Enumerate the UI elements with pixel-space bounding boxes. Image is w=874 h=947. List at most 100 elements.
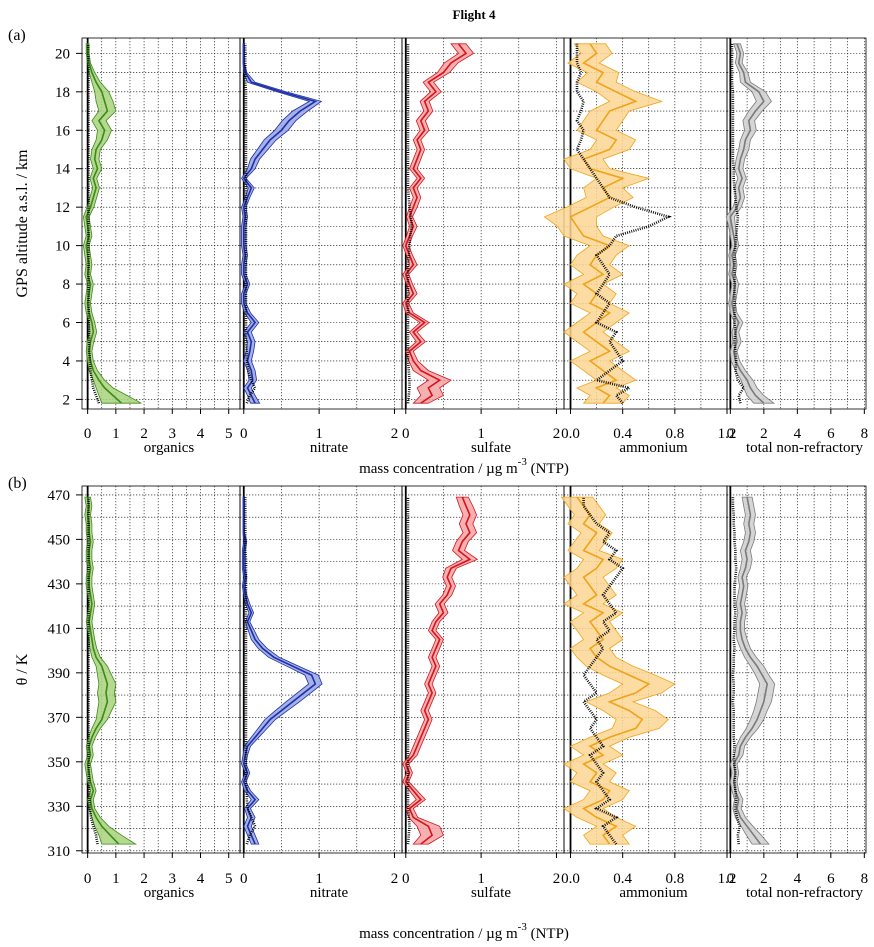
x-tick-label: 4 — [197, 426, 205, 442]
figure-title: Flight 4 — [453, 7, 496, 22]
x-tick-label: 6 — [827, 426, 835, 442]
subplot-ammonium: 0.0 0.4 0.8 1.2 ammonium — [543, 37, 736, 456]
x-tick-label: 3 — [169, 426, 177, 442]
x-tick-label: 0.8 — [665, 871, 684, 887]
series-line — [242, 497, 317, 845]
reference-line — [244, 497, 257, 845]
series-line — [85, 43, 123, 404]
series-line — [404, 43, 468, 404]
series-line — [404, 496, 472, 845]
series-band — [543, 43, 664, 404]
species-label: nitrate — [310, 885, 349, 901]
species-label: sulfate — [471, 440, 511, 456]
subplot-organics: 0 1 2 3 4 5 organics — [81, 485, 241, 901]
x-tick-label: 0 — [402, 426, 410, 442]
series-line — [576, 496, 651, 845]
reference-line — [581, 497, 625, 845]
y-tick-label: 470 — [48, 488, 71, 504]
subplot-frame — [239, 485, 403, 854]
x-tick-label: 3 — [169, 871, 177, 887]
y-tick-label: 20 — [55, 46, 70, 62]
x-axis-label-main: mass concentration / µg m — [359, 461, 518, 477]
reference-line — [406, 43, 414, 404]
x-axis-label-main: mass concentration / µg m — [359, 926, 518, 942]
x-tick-label: 0.8 — [665, 426, 684, 442]
species-label: nitrate — [310, 440, 349, 456]
subplot-sulfate: 0 1 2 sulfate — [401, 485, 565, 901]
x-axis-label: mass concentration / µg m-3 (NTP) — [359, 456, 569, 477]
series-band — [729, 496, 776, 845]
panel-letter: (b) — [8, 475, 27, 492]
series-band — [725, 43, 776, 404]
reference-line — [86, 43, 101, 404]
series-band — [241, 496, 323, 845]
subplot-nitrate: 0 1 2 nitrate — [239, 37, 403, 456]
subplot-frame — [726, 485, 867, 854]
y-tick-label: 310 — [48, 844, 71, 860]
x-axis-label-suffix: (NTP) — [527, 461, 569, 477]
subplot-sulfate: 0 1 2 sulfate — [401, 37, 565, 456]
x-tick-label: 1 — [112, 426, 120, 442]
subplot-nitrate: 0 1 2 nitrate — [239, 485, 403, 901]
y-tick-label: 370 — [48, 710, 71, 726]
x-tick-label: 2 — [391, 426, 399, 442]
y-tick-label: 330 — [48, 799, 71, 815]
series-line — [729, 43, 765, 404]
y-tick-label: 4 — [63, 354, 71, 370]
x-tick-label: 2 — [760, 871, 768, 887]
species-label: ammonium — [619, 885, 688, 901]
x-axis-label: mass concentration / µg m-3 (NTP) — [359, 921, 569, 942]
species-label: sulfate — [471, 885, 511, 901]
y-tick-label: 14 — [55, 162, 71, 178]
species-label: organics — [144, 885, 195, 901]
x-axis-label-superscript: -3 — [518, 456, 528, 468]
series-line — [732, 496, 769, 845]
x-tick-label: 0 — [727, 426, 735, 442]
reference-line — [730, 43, 746, 404]
x-tick-label: 1 — [315, 871, 323, 887]
x-tick-label: 8 — [861, 871, 869, 887]
series-band — [241, 43, 323, 404]
subplot-frame — [401, 485, 565, 854]
x-axis-label-superscript: -3 — [518, 921, 528, 933]
series-line — [569, 43, 638, 404]
species-label: total non-refractory — [746, 885, 864, 901]
reference-line — [244, 43, 257, 404]
x-tick-label: 1 — [315, 426, 323, 442]
panels: (a)GPS altitude a.s.l. / km2468101214161… — [8, 27, 868, 942]
x-tick-label: 1.2 — [718, 871, 737, 887]
x-tick-label: 8 — [861, 426, 869, 442]
y-axis-label: GPS altitude a.s.l. / km — [14, 149, 31, 298]
x-tick-label: 0.0 — [561, 426, 580, 442]
x-tick-label: 0.0 — [561, 871, 580, 887]
x-tick-label: 2 — [140, 426, 148, 442]
series-band — [82, 43, 142, 404]
x-tick-label: 2 — [553, 871, 561, 887]
x-tick-label: 0 — [84, 871, 92, 887]
panel-a: (a)GPS altitude a.s.l. / km2468101214161… — [8, 27, 868, 477]
y-tick-label: 350 — [48, 755, 71, 771]
y-tick-label: 12 — [55, 200, 70, 216]
x-tick-label: 0 — [727, 871, 735, 887]
x-tick-label: 1 — [477, 426, 485, 442]
reference-line — [731, 497, 741, 845]
reference-line — [575, 43, 672, 405]
y-tick-label: 2 — [63, 392, 71, 408]
reference-line — [406, 497, 411, 845]
subplot-ammonium: 0.0 0.4 0.8 1.2 ammonium — [560, 485, 737, 901]
x-tick-label: 2 — [553, 426, 561, 442]
y-axis-label: θ / K — [14, 653, 31, 685]
x-tick-label: 1 — [477, 871, 485, 887]
x-axis-label-suffix: (NTP) — [527, 926, 569, 942]
y-tick-label: 16 — [55, 123, 71, 139]
reference-line — [87, 497, 99, 845]
x-tick-label: 0 — [402, 871, 410, 887]
x-tick-label: 0.4 — [613, 426, 632, 442]
y-tick-label: 10 — [55, 239, 70, 255]
x-tick-label: 2 — [760, 426, 768, 442]
x-tick-label: 0 — [240, 871, 248, 887]
series-band — [402, 43, 475, 404]
